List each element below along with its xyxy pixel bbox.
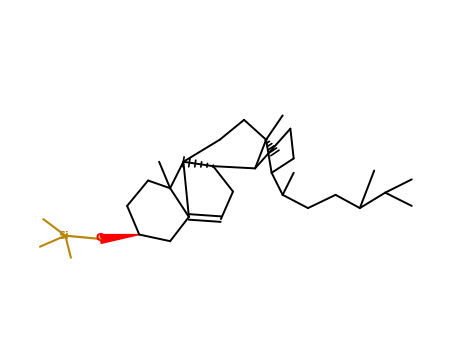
Text: Si: Si — [58, 231, 68, 241]
Text: O: O — [96, 233, 106, 243]
Polygon shape — [100, 234, 139, 243]
